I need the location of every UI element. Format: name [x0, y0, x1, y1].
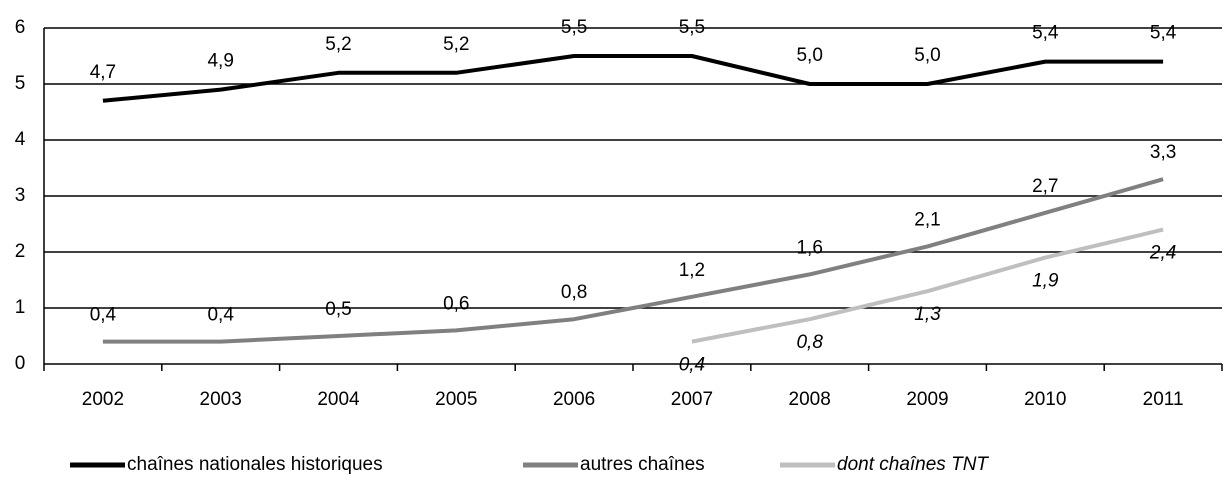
data-label: 1,9: [1032, 271, 1059, 292]
x-tick-label: 2008: [789, 389, 831, 410]
data-label: 5,5: [679, 17, 705, 38]
x-tick-label: 2004: [317, 389, 360, 410]
data-label: 5,5: [561, 17, 587, 38]
data-label: 4,7: [90, 62, 116, 83]
x-tick-label: 2005: [435, 389, 477, 410]
series-line: [102, 54, 1164, 103]
y-tick-label: 4: [15, 129, 26, 150]
y-tick-label: 2: [15, 241, 26, 262]
x-tick-label: 2011: [1143, 389, 1184, 410]
x-tick-label: 2010: [1024, 389, 1066, 410]
legend-label: dont chaînes TNT: [837, 454, 989, 475]
data-label: 0,4: [90, 305, 117, 326]
data-label: 5,2: [325, 34, 351, 55]
data-label: 5,0: [914, 45, 940, 66]
data-label: 0,8: [796, 332, 823, 353]
data-label: 2,4: [1149, 243, 1176, 264]
data-label: 0,6: [443, 293, 469, 314]
data-label: 4,9: [207, 51, 233, 72]
x-tick-label: 2003: [200, 389, 242, 410]
data-label: 5,4: [1150, 23, 1177, 44]
data-label: 2,7: [1032, 176, 1058, 197]
data-label: 5,4: [1032, 23, 1059, 44]
y-tick-label: 5: [15, 73, 26, 94]
x-tick-label: 2007: [671, 389, 713, 410]
data-label: 1,3: [914, 304, 941, 325]
data-label: 0,8: [561, 282, 587, 303]
legend-label: chaînes nationales historiques: [127, 454, 383, 475]
legend-label: autres chaînes: [580, 454, 705, 475]
y-tick-label: 1: [15, 297, 26, 318]
data-label: 1,2: [679, 260, 705, 281]
y-tick-label: 3: [15, 185, 26, 206]
data-label: 0,5: [325, 299, 351, 320]
x-tick-label: 2006: [553, 389, 595, 410]
data-label: 2,1: [914, 209, 940, 230]
x-tick-label: 2009: [906, 389, 948, 410]
x-tick-label: 2002: [82, 389, 124, 410]
series-line: [102, 177, 1164, 344]
data-label: 5,0: [796, 45, 822, 66]
data-label: 3,3: [1150, 142, 1176, 163]
data-label: 5,2: [443, 34, 469, 55]
data-label: 0,4: [207, 305, 234, 326]
y-tick-label: 6: [15, 17, 26, 38]
data-label: 1,6: [796, 237, 822, 258]
data-label: 0,4: [679, 355, 705, 376]
y-tick-label: 0: [15, 353, 26, 374]
series-line: [691, 227, 1164, 344]
